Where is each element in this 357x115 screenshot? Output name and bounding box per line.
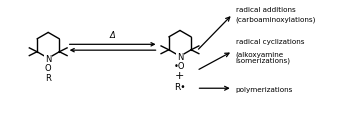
- Text: N: N: [177, 52, 183, 61]
- Text: Δ: Δ: [110, 31, 116, 40]
- Text: polymerizations: polymerizations: [236, 86, 293, 92]
- Text: (alkoxyamine: (alkoxyamine: [236, 51, 284, 57]
- Text: •O: •O: [174, 62, 186, 71]
- Text: (carboaminoxylations): (carboaminoxylations): [236, 16, 316, 22]
- Text: O: O: [45, 64, 51, 72]
- Text: radical additions: radical additions: [236, 7, 295, 13]
- Text: +: +: [175, 70, 185, 80]
- Text: R•: R•: [174, 82, 186, 91]
- Text: R: R: [45, 73, 51, 82]
- Text: isomerizations): isomerizations): [236, 58, 291, 64]
- Text: radical cyclizations: radical cyclizations: [236, 39, 304, 45]
- Text: N: N: [45, 54, 51, 63]
